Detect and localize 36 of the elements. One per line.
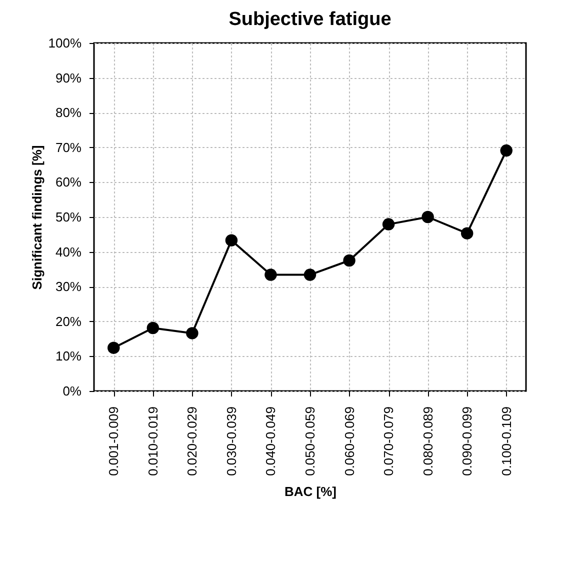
point <box>382 218 395 230</box>
y-tick-label: 100% <box>48 36 82 50</box>
y-tick-label: 0% <box>62 384 82 398</box>
x-tick-label: 0.010-0.019 <box>145 406 160 476</box>
y-tick-label: 50% <box>55 210 82 224</box>
x-tick-label: 0.100-0.109 <box>498 406 514 476</box>
y-tick-label: 80% <box>55 105 82 120</box>
y-tick-label: 30% <box>55 279 82 294</box>
point <box>304 268 316 281</box>
y-tick-label: 70% <box>55 140 82 155</box>
point <box>225 234 238 246</box>
y-tick-label: 40% <box>55 244 82 260</box>
chart-title: Subjective fatigue <box>228 9 392 30</box>
y-tick-label: 20% <box>55 314 82 329</box>
x-axis-title: BAC [%] <box>284 484 336 499</box>
x-tick-label: 0.090-0.099 <box>460 406 475 476</box>
y-axis-title: Significant findings [%] <box>29 145 44 290</box>
point <box>264 268 277 281</box>
x-tick-label: 0.070-0.079 <box>381 406 396 476</box>
point <box>146 322 160 334</box>
point <box>186 327 198 340</box>
point <box>343 254 356 267</box>
x-tick-label: 0.080-0.089 <box>420 406 436 476</box>
y-tick-label: 60% <box>55 174 82 190</box>
y-tick-label: 10% <box>55 348 82 364</box>
point <box>500 144 512 157</box>
x-tick-label: 0.030-0.039 <box>224 406 239 476</box>
point <box>108 342 120 354</box>
x-tick-label: 0.020-0.029 <box>184 406 200 476</box>
x-tick-label: 0.060-0.069 <box>342 406 357 476</box>
x-tick-label: 0.050-0.059 <box>302 406 318 476</box>
point <box>460 227 474 240</box>
x-tick-label: 0.001-0.009 <box>106 406 122 476</box>
x-tick-label: 0.040-0.049 <box>263 406 278 476</box>
y-tick-label: 90% <box>55 70 82 86</box>
point <box>422 210 434 224</box>
